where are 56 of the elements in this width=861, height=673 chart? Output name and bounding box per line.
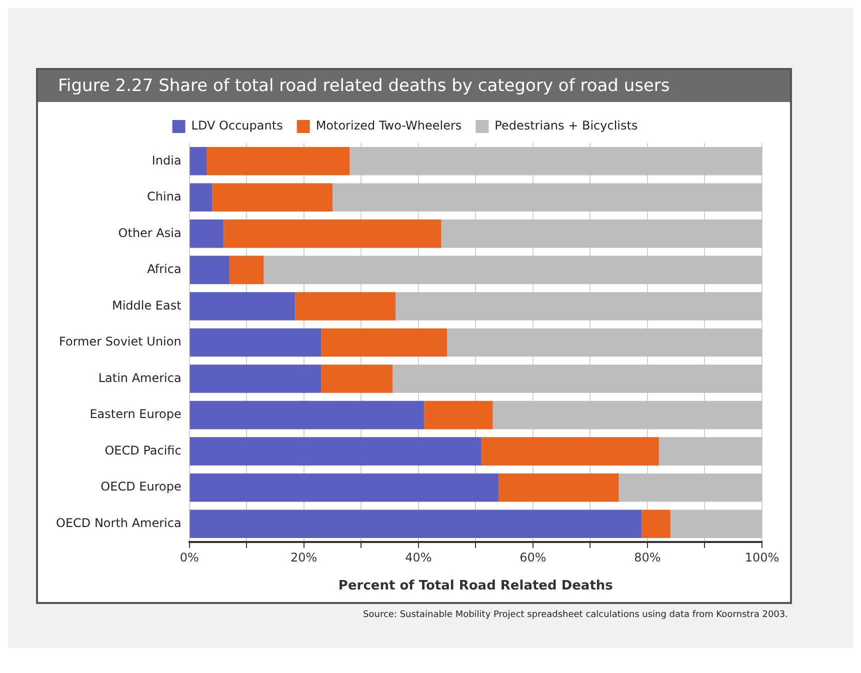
bar <box>441 220 762 248</box>
bar <box>295 292 396 320</box>
source-note: Source: Sustainable Mobility Project spreadsheet calculations using data from Koornstra 2003. <box>362 610 788 620</box>
bar <box>321 364 393 393</box>
bar <box>224 220 442 248</box>
y-tick-label: OECD Europe <box>100 480 182 494</box>
bar <box>642 510 670 538</box>
bar <box>190 292 296 320</box>
y-tick-label: Eastern Europe <box>90 407 182 422</box>
y-tick-label: China <box>147 190 182 204</box>
bar <box>190 146 207 176</box>
legend-label: LDV Occupants <box>191 118 283 133</box>
bar <box>350 146 762 176</box>
bar <box>190 473 499 502</box>
bar <box>206 146 350 176</box>
y-tick-label: India <box>152 153 182 168</box>
bar <box>190 328 322 357</box>
x-tick-label: 80% <box>634 550 661 564</box>
bar <box>447 328 762 357</box>
bar <box>190 256 230 284</box>
bar <box>190 183 212 212</box>
x-tick-label: 60% <box>520 550 546 564</box>
legend-label: Pedestrians + Bicyclists <box>494 118 638 133</box>
bar <box>190 510 642 538</box>
bar <box>212 183 333 212</box>
bar <box>392 364 762 393</box>
x-tick-label: 40% <box>405 550 432 564</box>
bar <box>618 473 762 502</box>
bar <box>670 510 762 538</box>
bar <box>424 400 493 430</box>
bar <box>332 183 762 212</box>
bar <box>190 220 224 248</box>
y-tick-label: Africa <box>147 262 182 276</box>
y-tick-label: OECD Pacific <box>104 443 182 458</box>
bar <box>481 437 659 466</box>
x-tick-label: 0% <box>180 550 199 564</box>
y-tick-label: Latin America <box>98 370 182 385</box>
chart-title: Figure 2.27 Share of total road related deaths by category of road users <box>38 70 790 102</box>
bar <box>190 364 322 393</box>
bar <box>395 292 762 320</box>
y-tick-label: Former Soviet Union <box>59 334 182 349</box>
bar <box>190 437 482 466</box>
x-tick-label: 20% <box>290 550 318 564</box>
y-tick-label: Other Asia <box>118 226 182 240</box>
bar <box>498 473 619 502</box>
y-tick-label: OECD North America <box>56 516 182 530</box>
x-tick-label: 100% <box>744 550 780 564</box>
legend-label: Motorized Two-Wheelers <box>316 118 462 133</box>
bar <box>229 256 264 284</box>
bar <box>492 400 762 430</box>
bar <box>321 328 448 357</box>
bar <box>658 437 762 466</box>
bar <box>190 400 424 430</box>
bar <box>264 256 762 284</box>
y-tick-label: Middle East <box>112 298 182 312</box>
x-axis-title: Percent of Total Road Related Deaths <box>338 578 614 594</box>
